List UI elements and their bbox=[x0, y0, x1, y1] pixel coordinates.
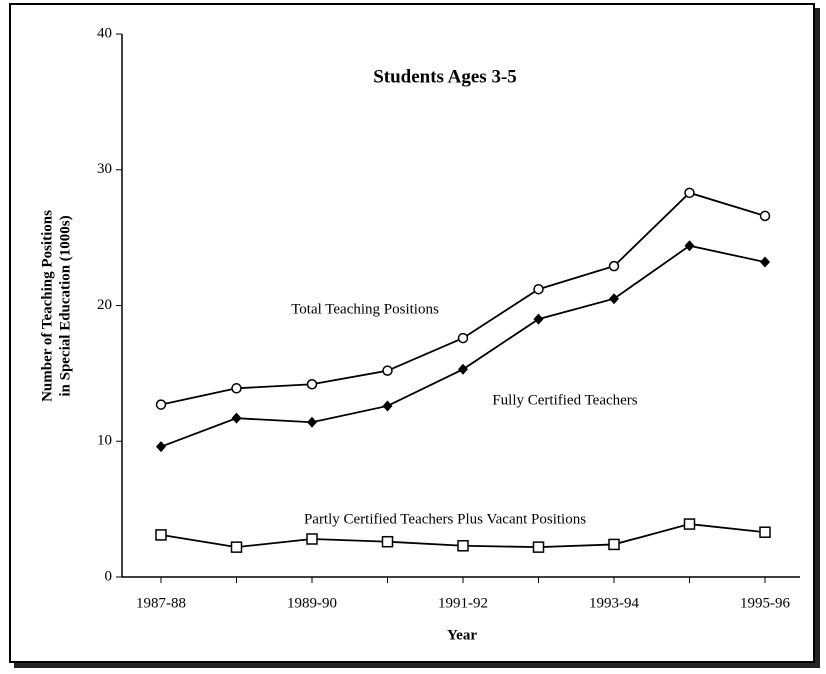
point bbox=[306, 533, 318, 545]
x-tick-label: 1995-96 bbox=[740, 595, 790, 611]
y-tick-label: 30 bbox=[97, 161, 112, 177]
series-label: Partly Certified Teachers Plus Vacant Po… bbox=[304, 511, 586, 527]
x-tick-label: 1987-88 bbox=[136, 595, 186, 611]
series-label: Total Teaching Positions bbox=[291, 301, 439, 317]
point bbox=[759, 210, 771, 222]
point bbox=[156, 441, 166, 453]
x-axis-label: Year bbox=[447, 627, 477, 643]
point bbox=[155, 529, 167, 541]
x-tick-label: 1993-94 bbox=[589, 595, 639, 611]
point bbox=[307, 416, 317, 428]
point bbox=[306, 378, 318, 390]
point bbox=[458, 363, 468, 375]
point bbox=[683, 518, 696, 530]
point bbox=[230, 541, 243, 553]
point bbox=[457, 540, 469, 552]
point bbox=[759, 526, 771, 538]
y-tick-label: 40 bbox=[97, 25, 112, 41]
point bbox=[155, 399, 167, 410]
y-tick-label: 20 bbox=[97, 297, 112, 313]
x-tick-label: 1989-90 bbox=[287, 595, 337, 611]
point bbox=[231, 383, 242, 394]
x-tick-label: 1991-92 bbox=[438, 595, 488, 611]
y-axis-label: in Special Education (1000s) bbox=[57, 215, 73, 396]
chart-title: Students Ages 3-5 bbox=[373, 66, 517, 87]
point bbox=[609, 293, 619, 305]
point bbox=[684, 240, 695, 252]
y-tick-label: 0 bbox=[105, 568, 113, 584]
point bbox=[381, 535, 394, 548]
point bbox=[608, 260, 620, 272]
point bbox=[533, 283, 544, 295]
point bbox=[608, 538, 620, 551]
point bbox=[382, 365, 393, 376]
point bbox=[684, 187, 695, 199]
point bbox=[760, 256, 770, 268]
point bbox=[382, 400, 393, 412]
series-label: Fully Certified Teachers bbox=[492, 392, 637, 408]
y-tick-label: 10 bbox=[97, 433, 112, 449]
point bbox=[231, 412, 242, 424]
point bbox=[532, 541, 545, 553]
point bbox=[457, 332, 469, 344]
point bbox=[533, 313, 544, 325]
y-axis-label: Number of Teaching Positions bbox=[39, 210, 55, 402]
frame bbox=[9, 3, 815, 663]
